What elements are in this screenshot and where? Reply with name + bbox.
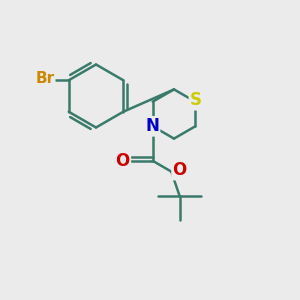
Text: O: O <box>172 161 187 179</box>
Text: O: O <box>116 152 130 170</box>
Text: Br: Br <box>35 71 54 86</box>
Text: N: N <box>145 117 159 135</box>
Text: S: S <box>190 91 202 109</box>
